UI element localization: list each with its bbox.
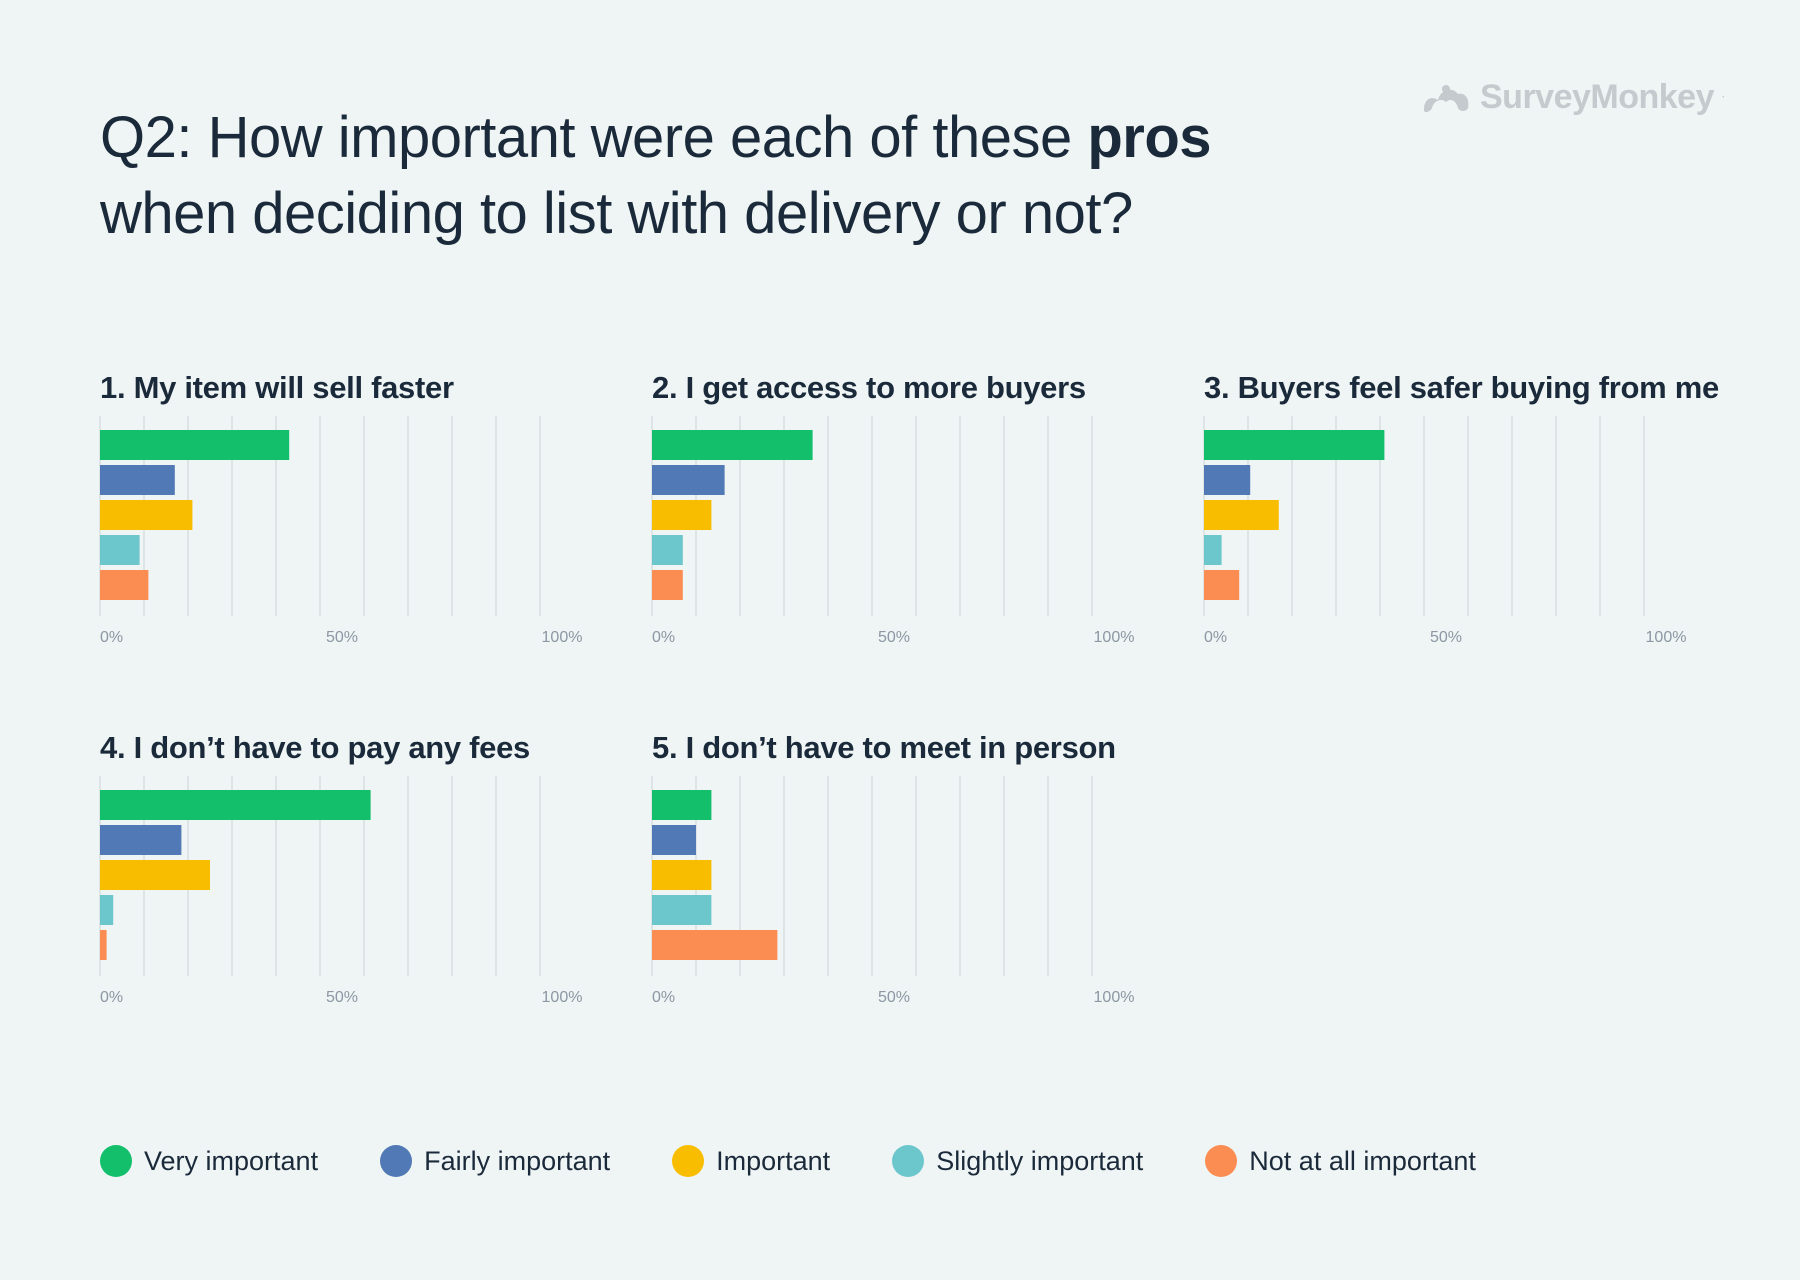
bar-slightly-important — [100, 895, 114, 925]
tick-label-100: 100% — [1646, 629, 1687, 646]
chart-title-3: 3. Buyers feel safer buying from me — [1204, 370, 1719, 405]
bar-fairly-important — [100, 825, 182, 855]
chart-panel-1: 1. My item will sell faster 0% 50% 100% — [99, 370, 640, 690]
bar-not-at-all-important — [100, 930, 107, 960]
bar-chart-5: 0% 50% 100% — [651, 776, 1134, 1006]
legend-dot-slightly-important — [892, 1145, 925, 1177]
bar-very-important — [100, 790, 371, 820]
tick-label-50: 50% — [1430, 629, 1462, 646]
tick-label-50: 50% — [326, 629, 358, 646]
logo-text: SurveyMonkey — [1480, 78, 1715, 116]
bar-very-important — [100, 430, 290, 460]
bar-important — [652, 500, 712, 530]
chart-title-4: 4. I don’t have to pay any fees — [100, 730, 530, 765]
bar-chart-3: 0% 50% 100% — [1203, 416, 1686, 646]
legend-label-very-important: Very important — [144, 1145, 319, 1176]
legend-label-important: Important — [716, 1145, 831, 1176]
bar-important — [100, 500, 193, 530]
tick-label-0: 0% — [1204, 629, 1227, 646]
tick-label-100: 100% — [542, 629, 583, 646]
bar-not-at-all-important — [1204, 570, 1240, 600]
bar-chart-4: 0% 50% 100% — [99, 776, 582, 1006]
bar-very-important — [652, 430, 813, 460]
bar-not-at-all-important — [652, 570, 683, 600]
legend-label-not-at-all-important: Not at all important — [1249, 1145, 1476, 1176]
tick-label-0: 0% — [652, 629, 675, 646]
title-bold-word: pros — [1087, 105, 1212, 170]
tick-label-100: 100% — [1094, 629, 1135, 646]
bar-slightly-important — [100, 535, 140, 565]
tick-label-0: 0% — [652, 989, 675, 1006]
legend-item-not-at-all-important: Not at all important — [1205, 1145, 1476, 1177]
chart-panel-4: 4. I don’t have to pay any fees 0% 50% 100… — [99, 730, 640, 1050]
legend-dot-very-important — [100, 1145, 132, 1177]
title-part-2: when deciding to list with delivery or n… — [100, 181, 1133, 246]
legend-label-fairly-important: Fairly important — [424, 1145, 611, 1176]
legend-label-slightly-important: Slightly important — [936, 1145, 1144, 1176]
title-part-1: Q2: How important were each of these — [100, 105, 1088, 170]
legend: Very important Fairly important Importan… — [100, 1145, 1538, 1177]
tick-label-100: 100% — [542, 989, 583, 1006]
bar-slightly-important — [652, 895, 712, 925]
chart-panel-5: 5. I don’t have to meet in person 0% 50% 1… — [651, 730, 1192, 1050]
bar-not-at-all-important — [652, 930, 778, 960]
page-title: Q2: How important were each of these pro… — [100, 100, 1400, 252]
bar-fairly-important — [1204, 465, 1251, 495]
chart-panel-2: 2. I get access to more buyers 0% 50% 100% — [651, 370, 1192, 690]
bar-fairly-important — [652, 465, 725, 495]
legend-dot-not-at-all-important — [1205, 1145, 1238, 1177]
legend-dot-fairly-important — [380, 1145, 413, 1177]
bar-fairly-important — [652, 825, 696, 855]
tick-label-50: 50% — [878, 989, 910, 1006]
legend-item-important: Important — [672, 1145, 830, 1177]
bar-slightly-important — [652, 535, 683, 565]
chart-panel-3: 3. Buyers feel safer buying from me 0% 50… — [1203, 370, 1744, 690]
bar-fairly-important — [100, 465, 175, 495]
tick-label-50: 50% — [878, 629, 910, 646]
tick-label-100: 100% — [1094, 989, 1135, 1006]
legend-item-slightly-important: Slightly important — [892, 1145, 1143, 1177]
legend-item-fairly-important: Fairly important — [380, 1145, 610, 1177]
bar-very-important — [1204, 430, 1385, 460]
monkey-logo-icon — [1424, 84, 1469, 112]
bar-not-at-all-important — [100, 570, 149, 600]
bar-chart-1: 0% 50% 100% — [99, 416, 582, 646]
tick-label-50: 50% — [326, 989, 358, 1006]
tick-label-0: 0% — [100, 989, 123, 1006]
bar-very-important — [652, 790, 712, 820]
legend-dot-important — [672, 1145, 705, 1177]
bar-important — [100, 860, 210, 890]
chart-title-2: 2. I get access to more buyers — [652, 370, 1086, 405]
bar-important — [652, 860, 712, 890]
bar-slightly-important — [1204, 535, 1222, 565]
logo-mark: · — [1722, 92, 1725, 103]
chart-title-1: 1. My item will sell faster — [100, 370, 454, 405]
tick-label-0: 0% — [100, 629, 123, 646]
chart-title-5: 5. I don’t have to meet in person — [652, 730, 1116, 765]
legend-item-very-important: Very important — [100, 1145, 318, 1177]
bar-chart-2: 0% 50% 100% — [651, 416, 1134, 646]
bar-important — [1204, 500, 1279, 530]
surveymonkey-logo: SurveyMonkey · — [1420, 78, 1725, 117]
